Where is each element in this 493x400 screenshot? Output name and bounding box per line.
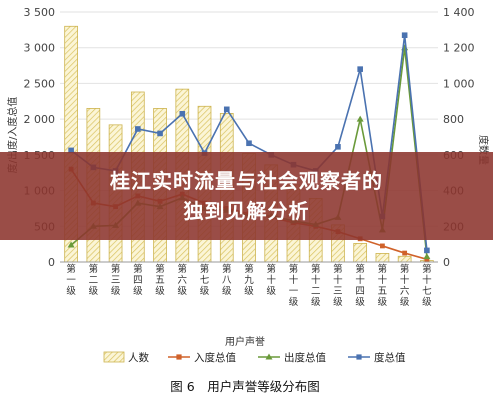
legend-marker [265, 353, 273, 360]
legend-label: 出度总值 [284, 351, 326, 364]
x-tick-label: 第十三级 [333, 263, 343, 308]
point-入度总值 [380, 243, 385, 249]
title-overlay-banner: 桂江实时流量与社会观察者的 独到见解分析 [0, 152, 493, 240]
y-right-tick-label: 1 000 [443, 77, 475, 90]
overlay-title-line-2: 独到见解分析 [183, 199, 310, 223]
point-入度总值 [402, 250, 408, 256]
y-right-tick-label: 0 [443, 256, 450, 269]
x-tick-label: 第七级 [200, 263, 210, 297]
legend: 人数 入度总值 出度总值 度总值 [103, 351, 406, 364]
x-tick-label: 第二级 [89, 263, 99, 297]
point-度总值 [246, 140, 252, 147]
point-出度总值 [356, 115, 364, 122]
x-tick-label: 第十六级 [400, 263, 410, 308]
x-tick-label: 第一级 [66, 263, 76, 297]
x-tick-label: 第六级 [178, 263, 188, 297]
point-度总值 [68, 147, 74, 154]
point-出度总值 [67, 241, 75, 248]
figure-caption: 图 6 用户声誉等级分布图 [170, 379, 319, 394]
x-tick-label: 第八级 [222, 263, 232, 297]
y-right-tick-label: 1 200 [443, 42, 475, 55]
y-left-tick-label: 2 500 [24, 77, 56, 90]
y-left-tick-label: 3 000 [24, 42, 56, 55]
point-入度总值 [424, 256, 430, 262]
y-left-tick-label: 3 500 [24, 6, 56, 19]
point-度总值 [157, 130, 163, 137]
x-tick-label: 第十七级 [422, 263, 432, 308]
x-tick-label: 第十二级 [311, 263, 321, 308]
x-tick-label: 第九级 [244, 263, 254, 297]
overlay-title-line-1: 桂江实时流量与社会观察者的 [110, 169, 383, 193]
x-tick-label: 第十四级 [355, 263, 365, 308]
point-度总值 [335, 144, 341, 150]
point-度总值 [179, 110, 186, 117]
legend-label: 人数 [128, 351, 149, 364]
x-tick-label: 第十五级 [378, 263, 388, 308]
y-left-tick-label: 2 000 [24, 113, 56, 126]
legend-marker [176, 354, 182, 360]
legend-swatch [103, 351, 125, 363]
point-度总值 [401, 32, 408, 39]
point-度总值 [357, 66, 363, 72]
bar-人数 [353, 243, 368, 263]
x-axis-ticks: 第一级 第二级 第三级 第四级 第五级 第六级 第七级 第八级 第九级 第十级 第十一级 第十二级 第十… [66, 263, 432, 308]
y-right-tick-label: 800 [443, 113, 464, 126]
legend-label: 入度总值 [194, 351, 236, 364]
point-度总值 [135, 126, 141, 132]
bar-人数 [397, 255, 412, 263]
x-tick-label: 第五级 [155, 263, 165, 297]
x-tick-label: 第十一级 [289, 263, 299, 308]
x-tick-label: 第四级 [133, 263, 143, 297]
y-left-tick-label: 0 [48, 256, 55, 269]
y-right-tick-label: 1 400 [443, 6, 475, 19]
legend-label: 度总值 [374, 351, 406, 364]
point-度总值 [223, 106, 230, 113]
bar-人数 [375, 253, 390, 263]
x-axis-title: 用户声誉 [225, 335, 265, 348]
legend-marker [356, 354, 362, 360]
point-出度总值 [423, 253, 431, 260]
point-度总值 [424, 247, 430, 254]
x-tick-label: 第三级 [111, 263, 121, 297]
x-tick-label: 第十级 [266, 263, 276, 297]
